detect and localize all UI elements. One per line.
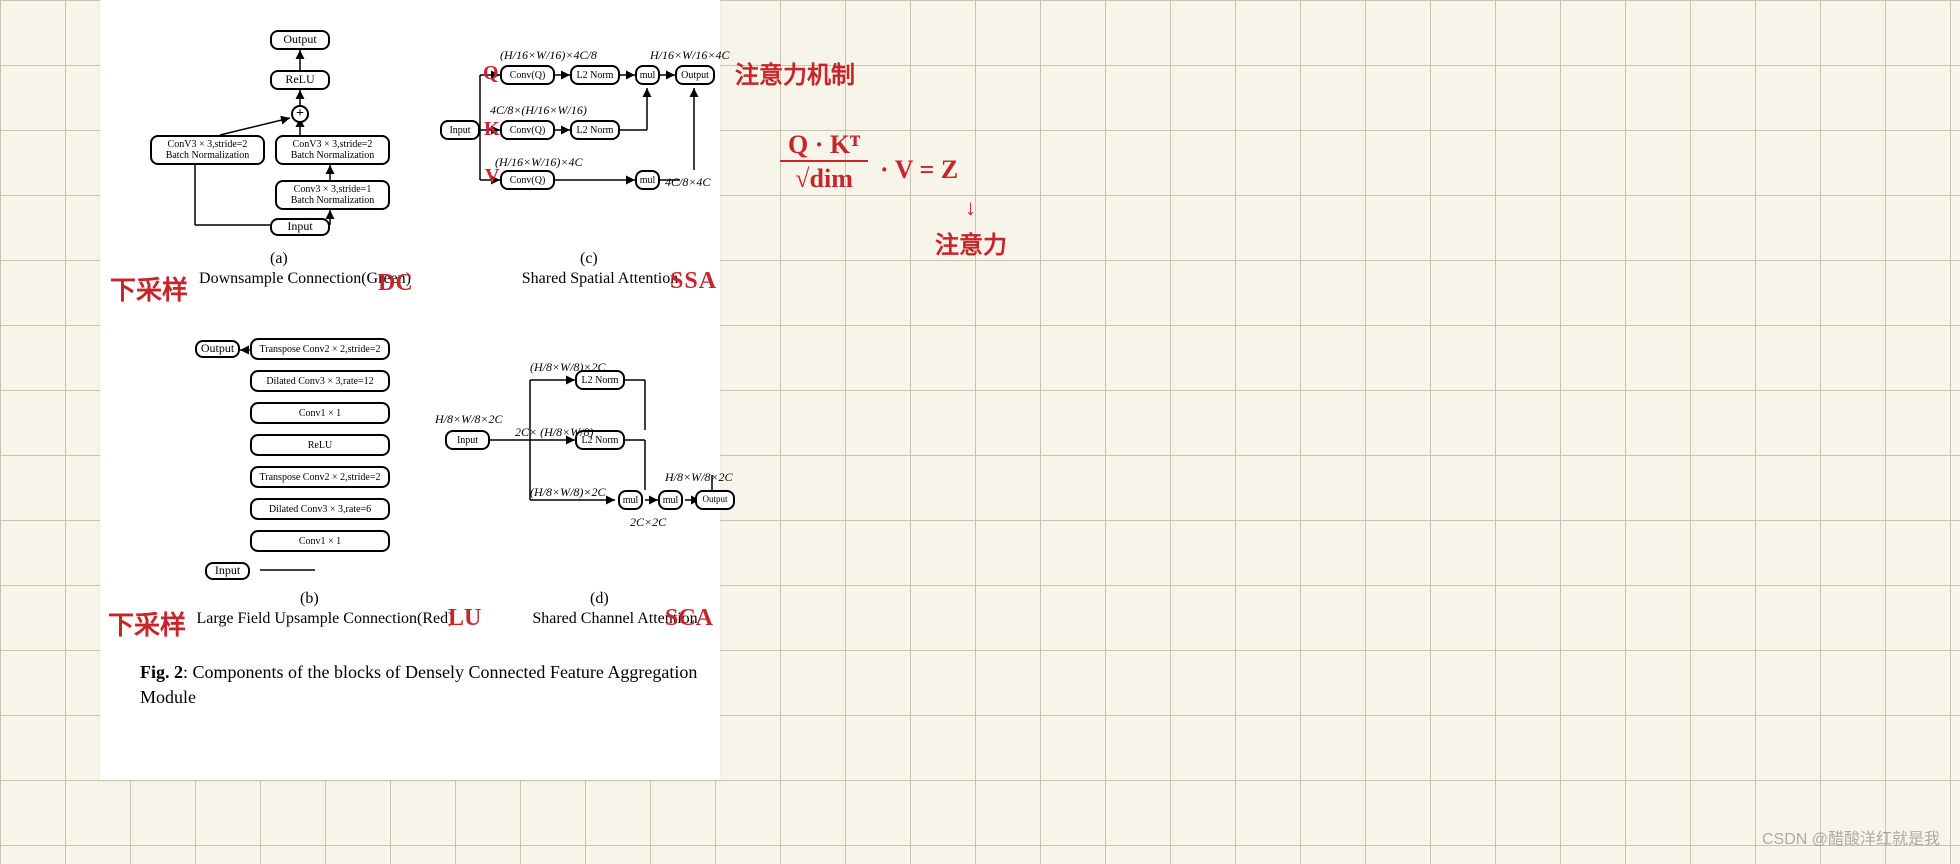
c-convq1: Conv(Q) (500, 65, 555, 85)
c-edge-top: (H/16×W/16)×4C/8 (500, 48, 597, 63)
a-relu: ReLU (270, 70, 330, 90)
hand-formula: Q · Kᵀ √dim (780, 130, 868, 194)
annotation-a-left: 下采样 (110, 270, 188, 307)
d-edge-mulout: 2C×2C (630, 515, 666, 530)
b-transpose1: Transpose Conv2 × 2,stride=2 (250, 338, 390, 360)
c-edge-mid: 4C/8×(H/16×W/16) (490, 103, 587, 118)
c-output: Output (675, 65, 715, 85)
formula-numerator: Q · Kᵀ (780, 130, 868, 162)
annotation-b-left: 下采样 (108, 605, 186, 642)
annotation-a-right: DC (378, 270, 413, 297)
a-conv-right: ConV3 × 3,stride=2 Batch Normalization (275, 135, 390, 165)
annotation-c-k: K (484, 118, 500, 141)
caption-text: : Components of the blocks of Densely Co… (140, 662, 697, 707)
formula-arrow-label: 注意力 (935, 225, 1007, 260)
d-output: Output (695, 490, 735, 510)
formula-tail: · V = Z (880, 155, 958, 185)
c-input: Input (440, 120, 480, 140)
figure-paper: Output ReLU + ConV3 × 3,stride=2 Batch N… (100, 0, 720, 780)
a-output: Output (270, 30, 330, 50)
c-l2a: L2 Norm (570, 65, 620, 85)
formula-arrow-icon: ↓ (965, 195, 976, 221)
b-conv1b: Conv1 × 1 (250, 530, 390, 552)
a-input: Input (270, 218, 330, 236)
annotation-d-right: SCA (665, 605, 713, 632)
d-edge-bot: (H/8×W/8)×2C (530, 485, 606, 500)
c-l2b: L2 Norm (570, 120, 620, 140)
b-relu: ReLU (250, 434, 390, 456)
d-mul2: mul (658, 490, 683, 510)
c-label: (c) (580, 250, 598, 268)
d-edge-out: H/8×W/8×2C (665, 470, 733, 485)
d-label: (d) (590, 590, 609, 608)
c-convq2: Conv(Q) (500, 120, 555, 140)
d-edge-dim: H/8×W/8×2C (435, 412, 503, 427)
c-convq3: Conv(Q) (500, 170, 555, 190)
d-edge-top: (H/8×W/8)×2C (530, 360, 606, 375)
annotation-b-right: LU (448, 605, 481, 632)
a-plus-icon: + (291, 105, 309, 123)
annotation-c-q: Q (483, 62, 499, 85)
c-mul2: mul (635, 170, 660, 190)
b-input: Input (205, 562, 250, 580)
b-title: Large Field Upsample Connection(Red) (185, 610, 465, 628)
formula-denominator: √dim (780, 162, 868, 194)
a-conv-left: ConV3 × 3,stride=2 Batch Normalization (150, 135, 265, 165)
d-edge-mid: 2C× (H/8×W/8) (515, 425, 594, 440)
c-mul1: mul (635, 65, 660, 85)
c-edge-out: 4C/8×4C (665, 175, 710, 190)
c-title: Shared Spatial Attention (510, 270, 690, 288)
hand-title: 注意力机制 (735, 55, 855, 90)
b-output: Output (195, 340, 240, 358)
caption-prefix: Fig. 2 (140, 662, 183, 682)
c-edge-bot: (H/16×W/16)×4C (495, 155, 583, 170)
c-edge-topright: H/16×W/16×4C (650, 48, 730, 63)
b-transpose2: Transpose Conv2 × 2,stride=2 (250, 466, 390, 488)
watermark: CSDN @醋酸洋红就是我 (1762, 825, 1940, 849)
d-input: Input (445, 430, 490, 450)
figure-caption: Fig. 2: Components of the blocks of Dens… (140, 660, 700, 710)
b-conv1a: Conv1 × 1 (250, 402, 390, 424)
a-label: (a) (270, 250, 288, 268)
b-label: (b) (300, 590, 319, 608)
d-mul1: mul (618, 490, 643, 510)
b-dilated1: Dilated Conv3 × 3,rate=12 (250, 370, 390, 392)
annotation-c-v: V (485, 165, 499, 188)
a-conv-bottom: Conv3 × 3,stride=1 Batch Normalization (275, 180, 390, 210)
annotation-c-right: SSA (670, 268, 717, 295)
b-dilated2: Dilated Conv3 × 3,rate=6 (250, 498, 390, 520)
